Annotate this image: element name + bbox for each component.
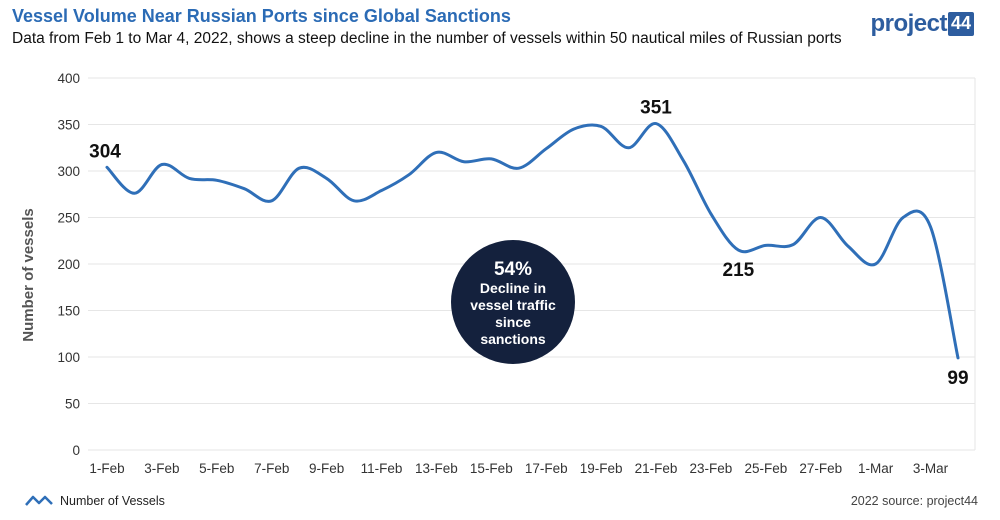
x-tick-23-Feb: 23-Feb [690, 461, 733, 476]
x-tick-3-Mar: 3-Mar [913, 461, 949, 476]
x-tick-15-Feb: 15-Feb [470, 461, 513, 476]
x-tick-3-Feb: 3-Feb [144, 461, 179, 476]
legend-label: Number of Vessels [60, 494, 165, 508]
callout-line-1: Decline in [480, 280, 546, 296]
source-note: 2022 source: project44 [850, 494, 978, 508]
y-tick-100: 100 [57, 350, 80, 365]
x-tick-13-Feb: 13-Feb [415, 461, 458, 476]
y-tick-300: 300 [57, 164, 80, 179]
logo-text: project [870, 10, 947, 37]
x-tick-25-Feb: 25-Feb [744, 461, 787, 476]
chart-subtitle: Data from Feb 1 to Mar 4, 2022, shows a … [12, 30, 842, 47]
data-label-24-Feb: 215 [723, 260, 755, 281]
x-tick-9-Feb: 9-Feb [309, 461, 344, 476]
data-label-1-Feb: 304 [89, 141, 121, 162]
callout-line-4: sanctions [480, 331, 546, 347]
x-tick-7-Feb: 7-Feb [254, 461, 289, 476]
x-tick-1-Mar: 1-Mar [858, 461, 894, 476]
series-line-number-of-vessels [105, 122, 960, 360]
y-axis-ticks: 0 50 100 150 200 250 300 350 400 [57, 71, 80, 458]
data-label-4-Mar: 99 [947, 368, 968, 389]
y-tick-50: 50 [65, 397, 80, 412]
chart-title: Vessel Volume Near Russian Ports since G… [12, 6, 511, 26]
callout-line-2: vessel traffic [470, 297, 556, 313]
callout-line-3: since [495, 314, 531, 330]
y-tick-0: 0 [72, 443, 80, 458]
y-tick-350: 350 [57, 118, 80, 133]
x-tick-19-Feb: 19-Feb [580, 461, 623, 476]
x-tick-1-Feb: 1-Feb [89, 461, 124, 476]
x-tick-17-Feb: 17-Feb [525, 461, 568, 476]
y-tick-200: 200 [57, 257, 80, 272]
project44-logo: project 44 [870, 10, 974, 38]
y-tick-150: 150 [57, 304, 80, 319]
callout-circle [451, 240, 575, 364]
decline-callout: 54% Decline in vessel traffic since sanc… [451, 240, 575, 364]
x-tick-11-Feb: 11-Feb [361, 461, 403, 476]
x-tick-5-Feb: 5-Feb [199, 461, 234, 476]
y-axis-label: Number of vessels [20, 208, 37, 341]
x-axis-ticks: 1-Feb 3-Feb 5-Feb 7-Feb 9-Feb 11-Feb 13-Feb 15-… [89, 461, 948, 476]
y-tick-400: 400 [57, 71, 80, 86]
data-labels: 304 351 215 99 [89, 98, 968, 389]
line-chart: 0 50 100 150 200 250 300 350 400 1-Feb 3-Feb 5-Feb… [20, 71, 976, 476]
legend-line-icon [25, 495, 53, 506]
y-tick-250: 250 [57, 211, 80, 226]
legend: Number of Vessels [24, 494, 165, 508]
callout-percent: 54% [494, 259, 532, 280]
x-tick-21-Feb: 21-Feb [635, 461, 678, 476]
data-label-21-Feb: 351 [640, 98, 672, 119]
logo-number: 44 [947, 12, 974, 36]
x-tick-27-Feb: 27-Feb [799, 461, 842, 476]
